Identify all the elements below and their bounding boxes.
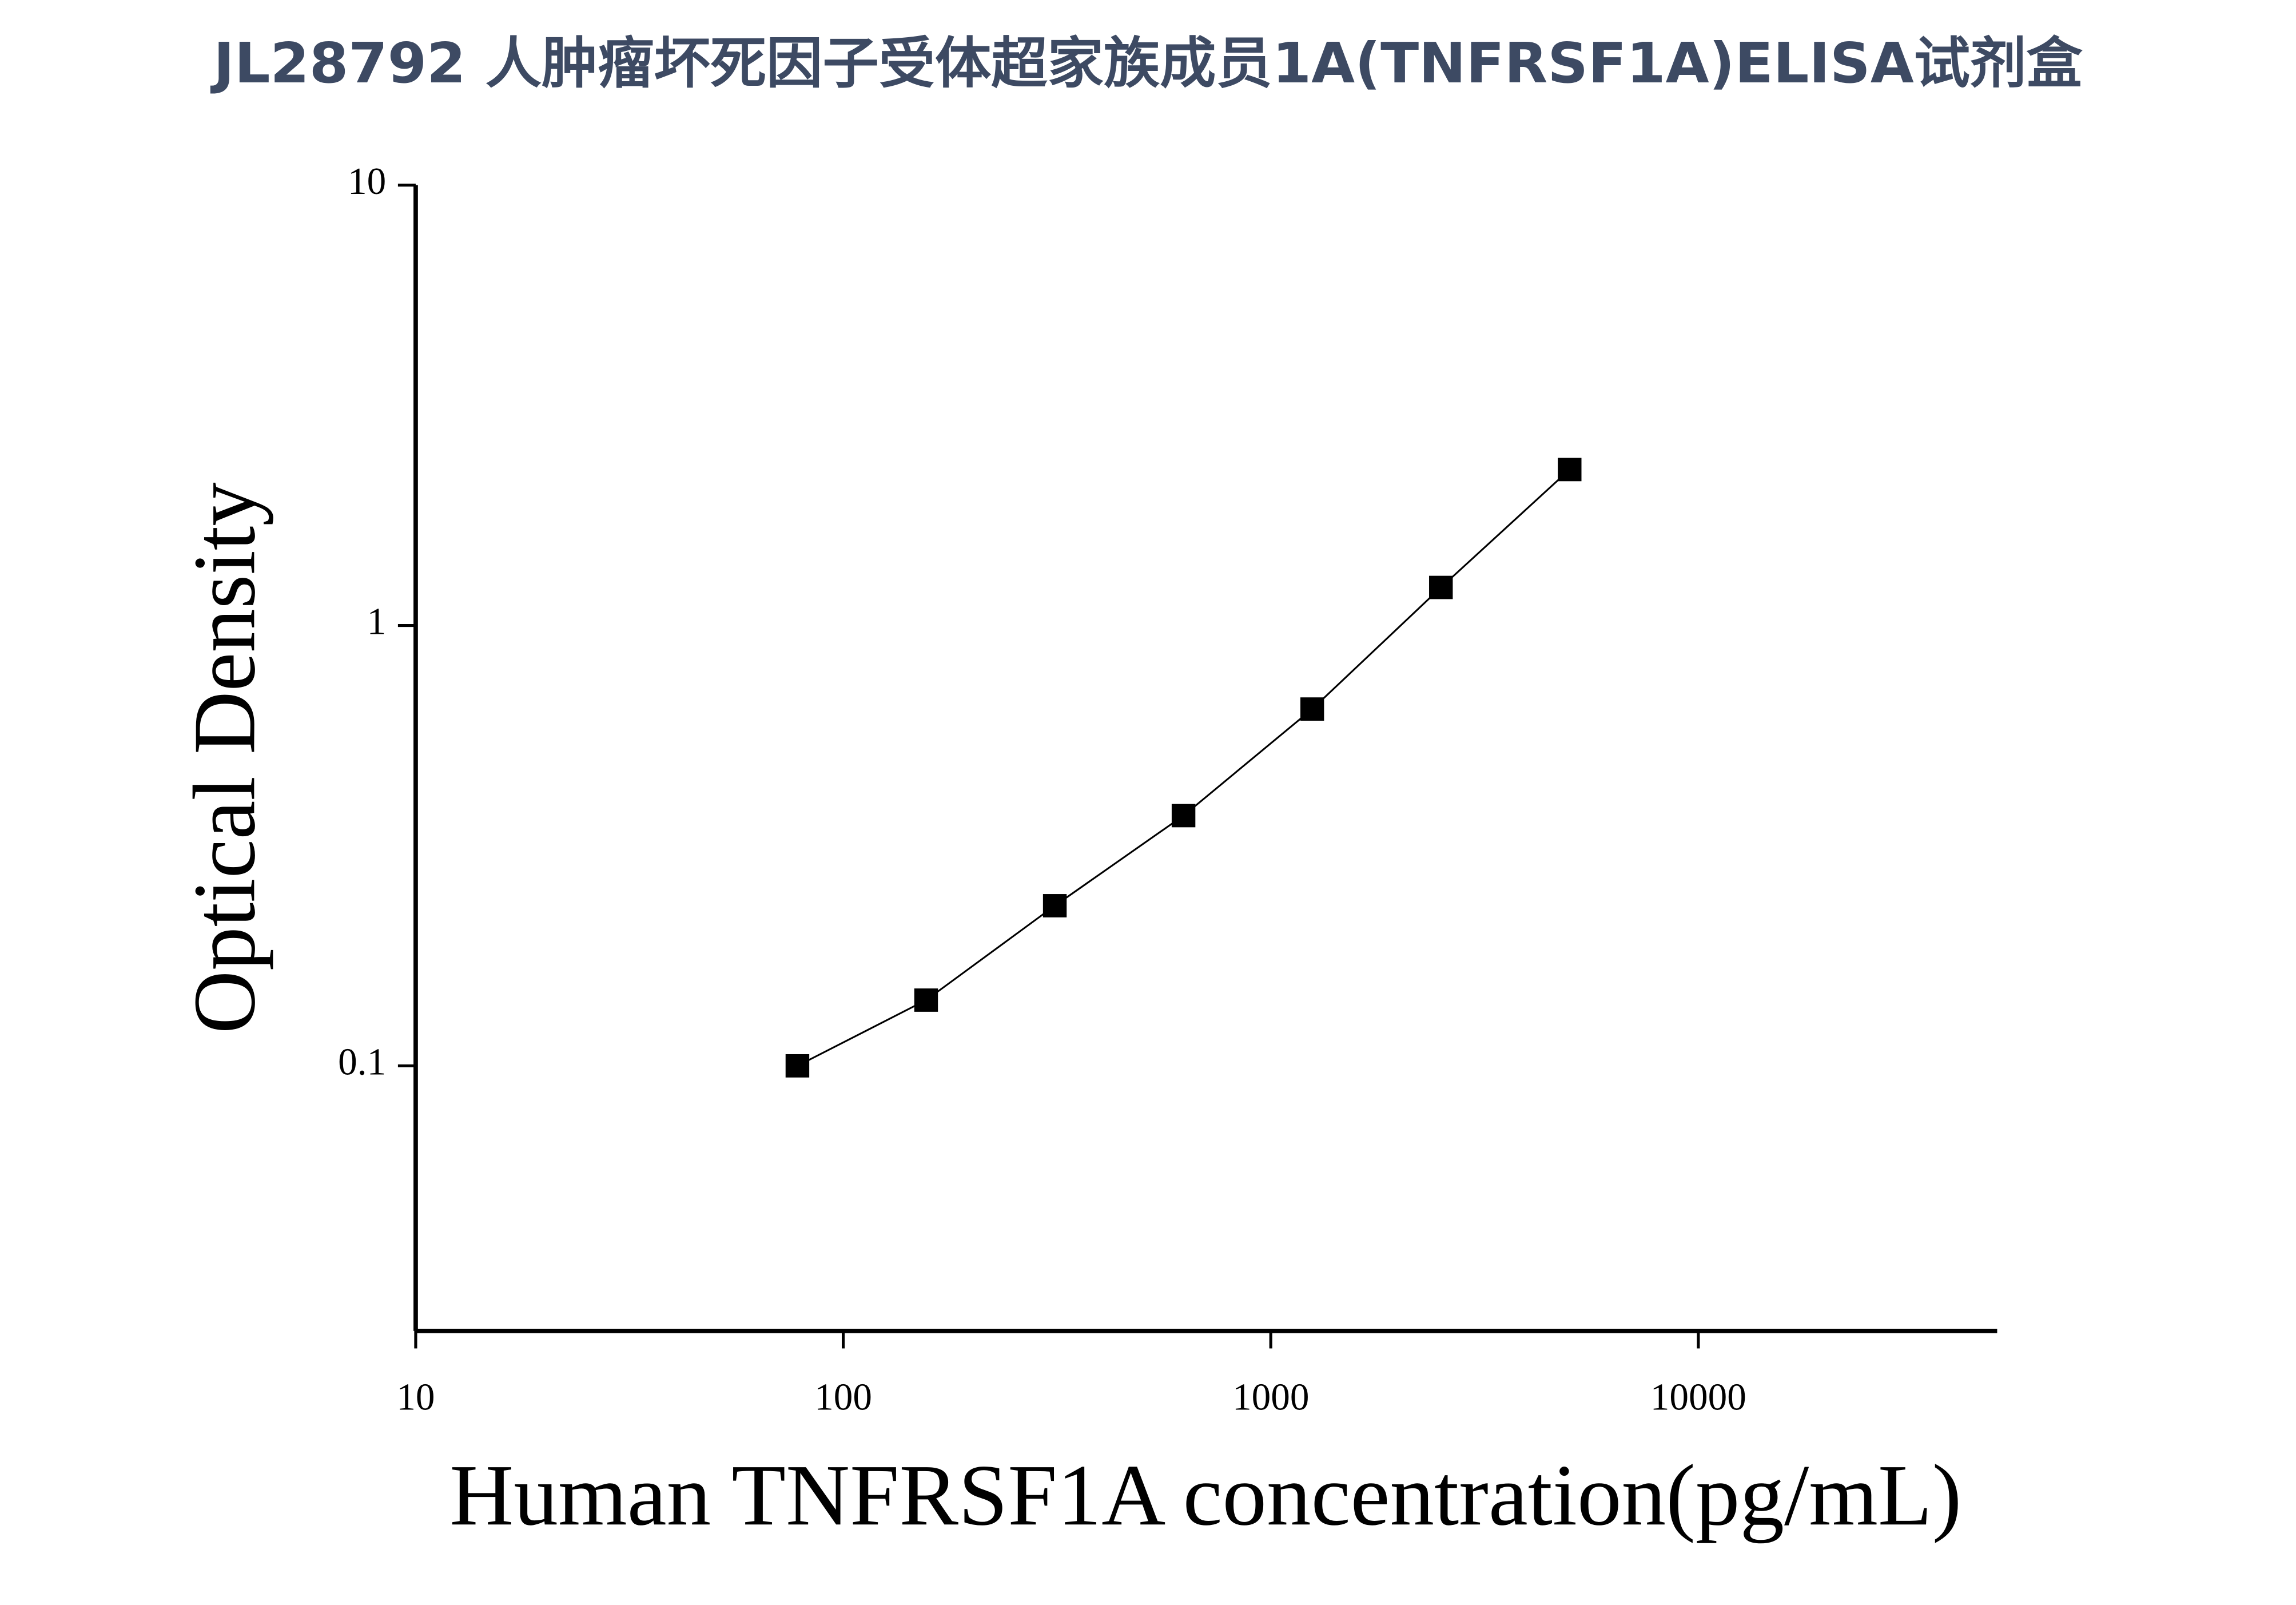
x-tick-label: 100 bbox=[814, 1377, 872, 1418]
x-tick-label: 10 bbox=[396, 1377, 435, 1418]
y-axis-title: Optical Density bbox=[176, 482, 273, 1034]
x-tick-label: 1000 bbox=[1232, 1377, 1309, 1418]
point bbox=[1042, 894, 1067, 917]
y-tick-label: 10 bbox=[348, 161, 386, 202]
point bbox=[1558, 458, 1582, 482]
point bbox=[1429, 575, 1453, 599]
x-axis-title: Human TNFRSF1A concentration(pg/mL) bbox=[449, 1447, 1961, 1544]
fit-curve bbox=[797, 468, 1570, 1067]
y-tick-label: 0.1 bbox=[338, 1042, 386, 1083]
point bbox=[1300, 697, 1324, 721]
x-tick-label: 10000 bbox=[1650, 1377, 1746, 1418]
point bbox=[1171, 804, 1196, 828]
point bbox=[914, 988, 938, 1012]
chart-title: JL28792 人肿瘤坏死因子受体超家族成员1A(TNFRSF1A)ELISA试… bbox=[210, 31, 2083, 96]
y-tick-label: 1 bbox=[367, 601, 387, 642]
point bbox=[785, 1054, 810, 1078]
